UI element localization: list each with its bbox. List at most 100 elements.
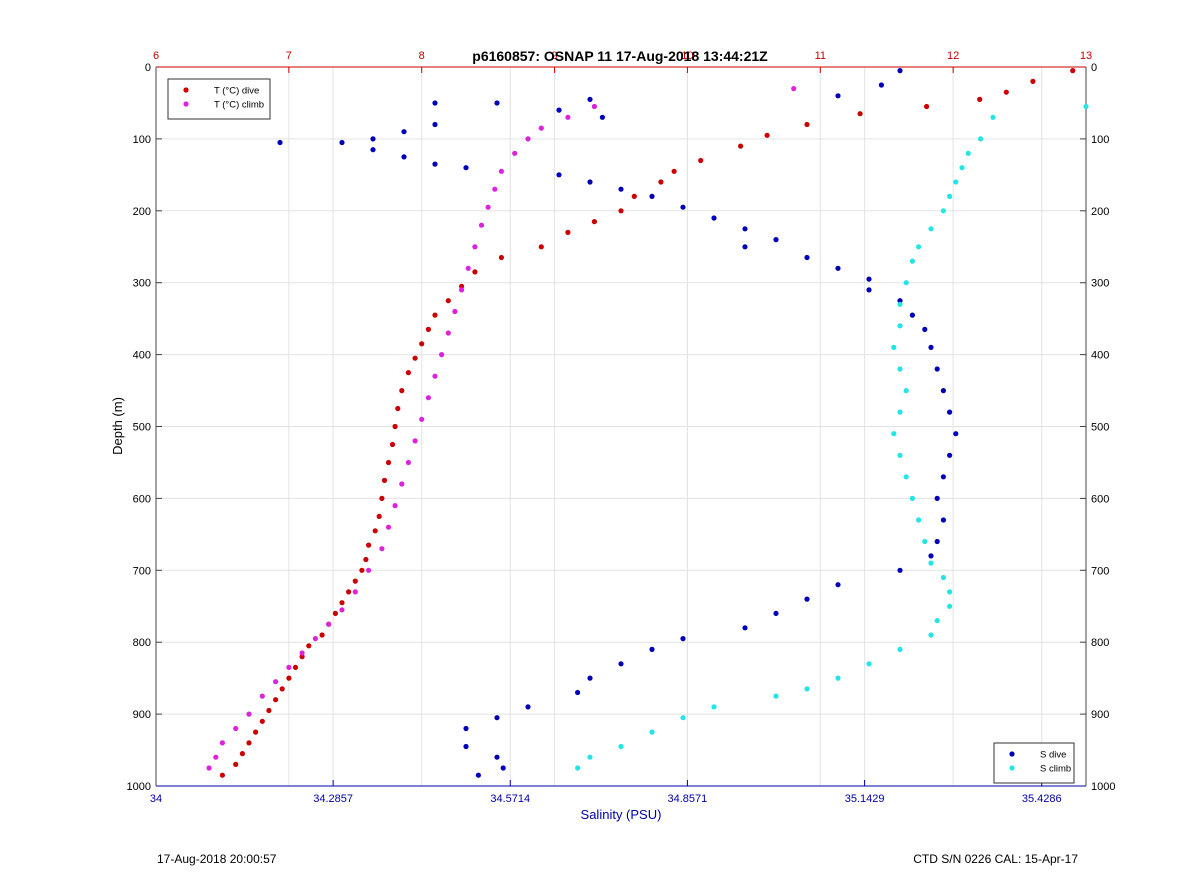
legend-label: S climb bbox=[1040, 764, 1071, 775]
data-point bbox=[934, 495, 940, 501]
data-point bbox=[494, 100, 500, 106]
data-point bbox=[575, 689, 581, 696]
data-point bbox=[866, 661, 872, 667]
y-tick-label-right: 800 bbox=[1091, 637, 1109, 649]
legend-salinity: S dive S climb bbox=[993, 742, 1075, 784]
data-point bbox=[940, 517, 947, 523]
data-point bbox=[959, 165, 965, 171]
data-point bbox=[922, 326, 928, 332]
data-point bbox=[897, 301, 903, 307]
y-tick-label-left: 100 bbox=[133, 134, 151, 146]
data-point bbox=[475, 772, 481, 778]
y-tick-label-right: 100 bbox=[1091, 134, 1109, 146]
x-axis-label-salinity: Salinity (PSU) bbox=[581, 807, 662, 822]
y-tick-label-right: 500 bbox=[1091, 422, 1109, 434]
data-point bbox=[372, 528, 378, 534]
data-point bbox=[512, 150, 518, 156]
data-point bbox=[897, 298, 903, 304]
y-tick-label-left: 400 bbox=[133, 350, 151, 362]
x-top-tick-label: 10 bbox=[681, 50, 693, 62]
data-point bbox=[891, 431, 897, 437]
data-point bbox=[587, 96, 593, 102]
x-bottom-tick-label: 34 bbox=[150, 793, 162, 805]
y-tick-label-right: 400 bbox=[1091, 350, 1109, 362]
legend-label: T (°C) climb bbox=[214, 100, 264, 111]
data-point bbox=[922, 538, 928, 545]
data-point bbox=[587, 179, 593, 185]
data-point bbox=[233, 725, 239, 732]
y-tick-label-right: 0 bbox=[1091, 62, 1097, 74]
data-point bbox=[897, 646, 903, 653]
data-point bbox=[432, 373, 438, 379]
data-point bbox=[804, 686, 810, 692]
chart-title: p6160857: OSNAP 11 17-Aug-2018 13:44:21Z bbox=[472, 48, 768, 64]
data-point bbox=[399, 481, 405, 487]
series-s-climb bbox=[575, 103, 1089, 771]
data-point bbox=[463, 165, 469, 171]
data-point bbox=[940, 574, 947, 581]
data-point bbox=[565, 114, 571, 120]
data-point bbox=[878, 82, 885, 88]
data-point bbox=[213, 754, 219, 760]
data-point bbox=[472, 269, 478, 275]
data-point bbox=[401, 154, 407, 160]
series-t-c-climb bbox=[206, 86, 797, 771]
data-point bbox=[866, 287, 872, 293]
y-tick-label-left: 500 bbox=[133, 422, 151, 434]
y-tick-label-left: 800 bbox=[133, 637, 151, 649]
data-point bbox=[649, 646, 655, 653]
x-bottom-tick-label: 35.1429 bbox=[845, 793, 885, 805]
data-point bbox=[239, 751, 245, 757]
data-point bbox=[273, 697, 279, 703]
x-top-tick-label: 9 bbox=[552, 50, 558, 62]
data-point bbox=[277, 139, 283, 146]
data-point bbox=[897, 567, 903, 573]
data-point bbox=[947, 452, 953, 458]
data-point bbox=[680, 715, 686, 721]
data-point bbox=[425, 326, 431, 332]
data-point bbox=[599, 114, 606, 120]
data-point bbox=[233, 761, 239, 768]
data-point bbox=[965, 150, 971, 156]
data-point bbox=[835, 582, 841, 588]
data-point bbox=[492, 186, 498, 192]
data-point bbox=[711, 704, 717, 710]
data-point bbox=[934, 618, 940, 624]
data-point bbox=[339, 139, 345, 146]
data-point bbox=[891, 344, 897, 350]
data-point bbox=[279, 686, 285, 692]
data-point bbox=[857, 111, 863, 117]
data-point bbox=[219, 772, 225, 778]
footer-timestamp: 17-Aug-2018 20:00:57 bbox=[157, 852, 277, 866]
data-point bbox=[897, 452, 903, 458]
data-point bbox=[273, 679, 279, 685]
data-point bbox=[947, 589, 953, 595]
data-point bbox=[206, 765, 212, 771]
data-point bbox=[1083, 103, 1089, 110]
data-point bbox=[363, 556, 369, 563]
y-tick-label-right: 200 bbox=[1091, 206, 1109, 218]
data-point bbox=[379, 495, 385, 501]
data-point bbox=[791, 86, 797, 92]
data-point bbox=[680, 636, 686, 642]
data-point bbox=[346, 589, 352, 595]
legend-label: T (°C) dive bbox=[214, 86, 259, 97]
x-bottom-tick-label: 34.5714 bbox=[490, 793, 530, 805]
y-tick-label-right: 700 bbox=[1091, 565, 1109, 577]
data-point bbox=[556, 107, 562, 113]
data-point bbox=[618, 661, 624, 667]
data-point bbox=[366, 542, 372, 548]
data-point bbox=[587, 754, 593, 760]
data-point bbox=[419, 416, 425, 422]
legend-box bbox=[993, 742, 1075, 784]
data-point bbox=[990, 114, 996, 120]
data-point bbox=[742, 226, 748, 232]
data-point bbox=[903, 474, 909, 480]
data-point bbox=[764, 132, 770, 138]
data-point bbox=[425, 395, 431, 401]
data-point bbox=[916, 244, 922, 250]
data-point bbox=[478, 222, 485, 228]
x-bottom-tick-label: 34.8571 bbox=[668, 793, 708, 805]
data-point bbox=[376, 513, 382, 520]
y-tick-label-left: 1000 bbox=[127, 781, 151, 793]
